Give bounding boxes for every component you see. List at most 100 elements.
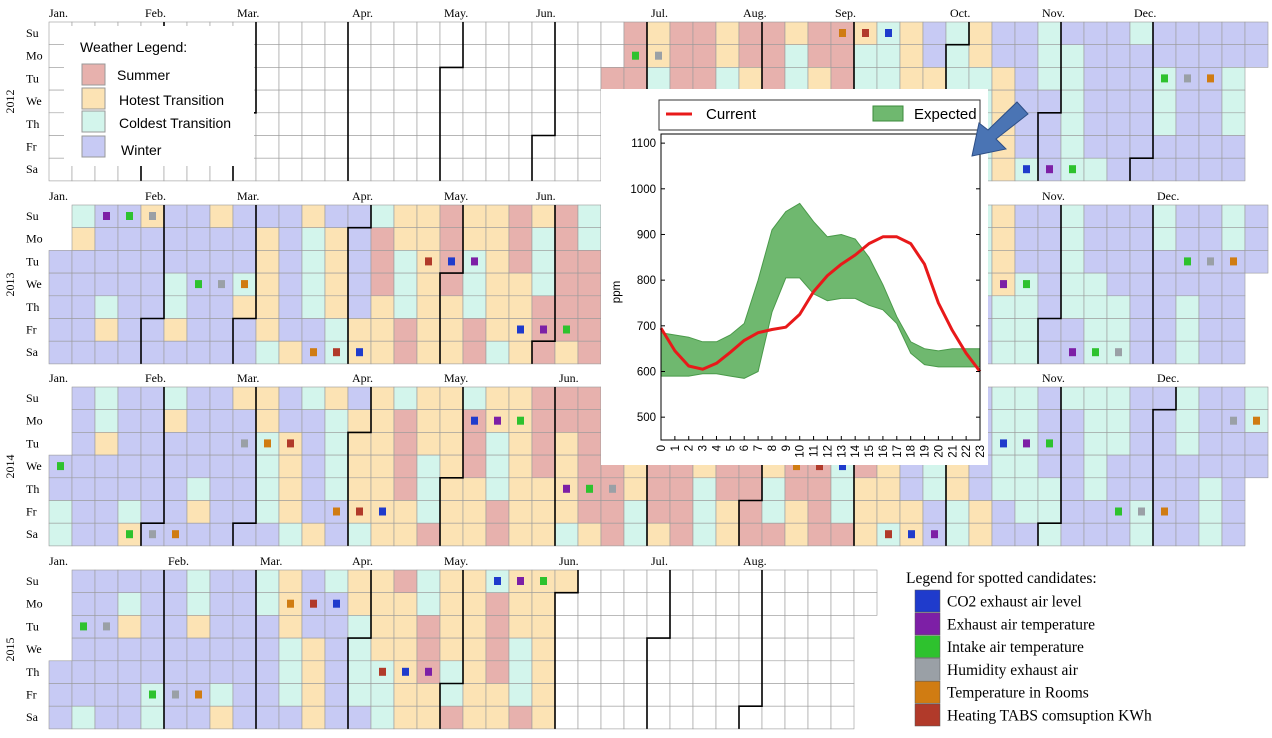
day-cell: [600, 21, 625, 46]
x-tick-label: 10: [795, 445, 807, 458]
day-cell: [830, 660, 855, 684]
day-cell: [94, 569, 119, 594]
day-cell: [462, 227, 487, 251]
day-cell: [1106, 409, 1131, 433]
day-cell: [1106, 386, 1131, 411]
day-cell: [1175, 157, 1200, 182]
day-cell: [738, 615, 763, 639]
day-cell: [1244, 386, 1269, 411]
day-cell: [1037, 409, 1062, 433]
day-cell: [1175, 477, 1200, 501]
day-cell: [186, 637, 211, 662]
candidate-marker: [517, 416, 524, 425]
day-cell: [1175, 522, 1200, 547]
day-cell: [393, 157, 418, 182]
day-cell: [393, 409, 418, 433]
day-cell: [1037, 135, 1062, 159]
day-cell: [324, 204, 349, 229]
day-cell: [439, 409, 464, 433]
day-cell: [1060, 112, 1085, 136]
day-cell: [301, 44, 326, 68]
day-cell: [508, 432, 533, 456]
day-cell: [301, 637, 326, 662]
candidate-marker: [448, 257, 455, 266]
day-cell: [531, 340, 556, 365]
day-cell: [531, 615, 556, 639]
day-cell: [1129, 157, 1154, 182]
day-cell: [117, 569, 142, 594]
day-cell: [807, 637, 832, 662]
day-cell: [462, 477, 487, 501]
x-tick-label: 18: [906, 445, 918, 458]
day-cell: [209, 615, 234, 639]
day-cell: [301, 135, 326, 159]
day-cell: [462, 500, 487, 524]
day-cell: [1221, 89, 1246, 114]
day-cell: [1106, 250, 1131, 274]
legend-swatch-hotest: [81, 87, 106, 110]
day-cell: [1221, 318, 1246, 342]
day-cell: [255, 295, 280, 319]
day-cell: [416, 112, 441, 136]
day-cell: [462, 44, 487, 68]
day-cell: [968, 67, 993, 91]
candidate-marker: [1230, 416, 1237, 425]
day-cell: [1221, 135, 1246, 159]
day-cell: [1198, 432, 1223, 456]
day-cell: [278, 21, 303, 46]
day-cell: [577, 637, 602, 662]
day-cell: [784, 615, 809, 639]
day-cell: [945, 21, 970, 46]
day-cell: [1129, 135, 1154, 159]
day-cell: [117, 409, 142, 433]
day-cell: [393, 705, 418, 730]
day-cell: [761, 660, 786, 684]
candidate-marker: [517, 577, 524, 585]
day-cell: [623, 21, 648, 46]
legend-current-label: Current: [706, 106, 757, 123]
day-cell: [278, 660, 303, 684]
weather-legend-title: Weather Legend:: [80, 39, 187, 55]
month-label: Jun.: [559, 371, 579, 385]
day-cell: [1037, 112, 1062, 136]
weekday-label: We: [26, 94, 42, 108]
day-cell: [692, 21, 717, 46]
month-boundary: [1037, 205, 1062, 364]
day-cell: [1037, 522, 1062, 547]
day-cell: [1106, 432, 1131, 456]
day-cell: [899, 67, 924, 91]
day-cell: [1221, 272, 1246, 297]
day-cell: [1060, 21, 1085, 46]
day-cell: [370, 295, 395, 319]
day-cell: [71, 340, 96, 365]
day-cell: [209, 204, 234, 229]
day-cell: [163, 569, 188, 594]
day-cell: [715, 615, 740, 639]
legend-expected-label: Expected: [914, 106, 977, 123]
day-cell: [577, 89, 602, 114]
day-cell: [1014, 454, 1039, 479]
day-cell: [761, 44, 786, 68]
candidate-marker: [310, 348, 317, 357]
year-label: 2013: [3, 272, 17, 296]
candidate-marker: [885, 29, 892, 37]
day-cell: [1175, 318, 1200, 342]
day-cell: [531, 705, 556, 730]
day-cell: [140, 250, 165, 274]
day-cell: [807, 592, 832, 616]
day-cell: [1037, 295, 1062, 319]
day-cell: [301, 683, 326, 707]
day-cell: [738, 500, 763, 524]
day-cell: [324, 272, 349, 297]
day-cell: [600, 683, 625, 707]
day-cell: [531, 89, 556, 114]
day-cell: [1106, 227, 1131, 251]
candidate-marker: [1115, 507, 1122, 516]
candidate-marker: [149, 530, 156, 539]
month-label: Mar.: [237, 189, 259, 203]
month-boundary: [531, 22, 556, 181]
day-cell: [646, 705, 671, 730]
day-cell: [646, 683, 671, 707]
day-cell: [1221, 295, 1246, 319]
day-cell: [1014, 250, 1039, 274]
